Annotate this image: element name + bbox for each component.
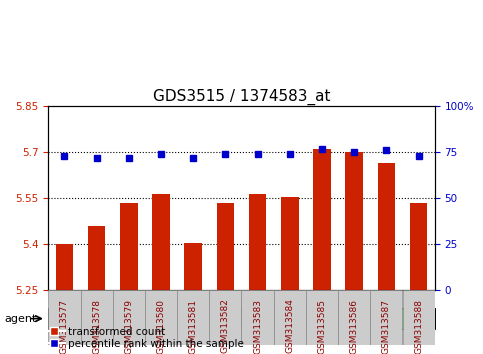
Text: control: control: [125, 312, 165, 325]
Bar: [113, 290, 145, 345]
Bar: [56, 244, 73, 290]
Bar: [313, 149, 331, 290]
Text: GSM313587: GSM313587: [382, 298, 391, 354]
Bar: [48, 290, 81, 345]
Bar: [88, 226, 105, 290]
Text: GSM313582: GSM313582: [221, 298, 230, 353]
Bar: [152, 194, 170, 290]
Title: GDS3515 / 1374583_at: GDS3515 / 1374583_at: [153, 88, 330, 105]
Bar: [242, 290, 274, 345]
Bar: [177, 290, 209, 345]
Bar: [120, 203, 138, 290]
Bar: [370, 290, 402, 345]
Text: GSM313584: GSM313584: [285, 298, 294, 353]
Text: GSM313577: GSM313577: [60, 298, 69, 354]
Bar: [185, 243, 202, 290]
Bar: [216, 203, 234, 290]
Text: GSM313578: GSM313578: [92, 298, 101, 354]
Bar: [274, 290, 306, 345]
FancyBboxPatch shape: [242, 308, 435, 329]
Text: GSM313579: GSM313579: [124, 298, 133, 354]
Bar: [410, 203, 427, 290]
Bar: [281, 197, 298, 290]
FancyBboxPatch shape: [48, 308, 242, 329]
Bar: [338, 290, 370, 345]
Text: htt-171-82Q: htt-171-82Q: [302, 312, 374, 325]
Text: GSM313585: GSM313585: [317, 298, 327, 354]
Bar: [402, 290, 435, 345]
Bar: [81, 290, 113, 345]
Bar: [306, 290, 338, 345]
Legend: transformed count, percentile rank within the sample: transformed count, percentile rank withi…: [44, 327, 244, 349]
Text: GSM313580: GSM313580: [156, 298, 166, 354]
Text: GSM313583: GSM313583: [253, 298, 262, 354]
Text: GSM313581: GSM313581: [189, 298, 198, 354]
Text: GSM313588: GSM313588: [414, 298, 423, 354]
Text: agent: agent: [5, 314, 37, 324]
Bar: [209, 290, 242, 345]
Text: GSM313586: GSM313586: [350, 298, 359, 354]
Bar: [145, 290, 177, 345]
Bar: [378, 163, 395, 290]
Bar: [345, 152, 363, 290]
Bar: [249, 194, 267, 290]
